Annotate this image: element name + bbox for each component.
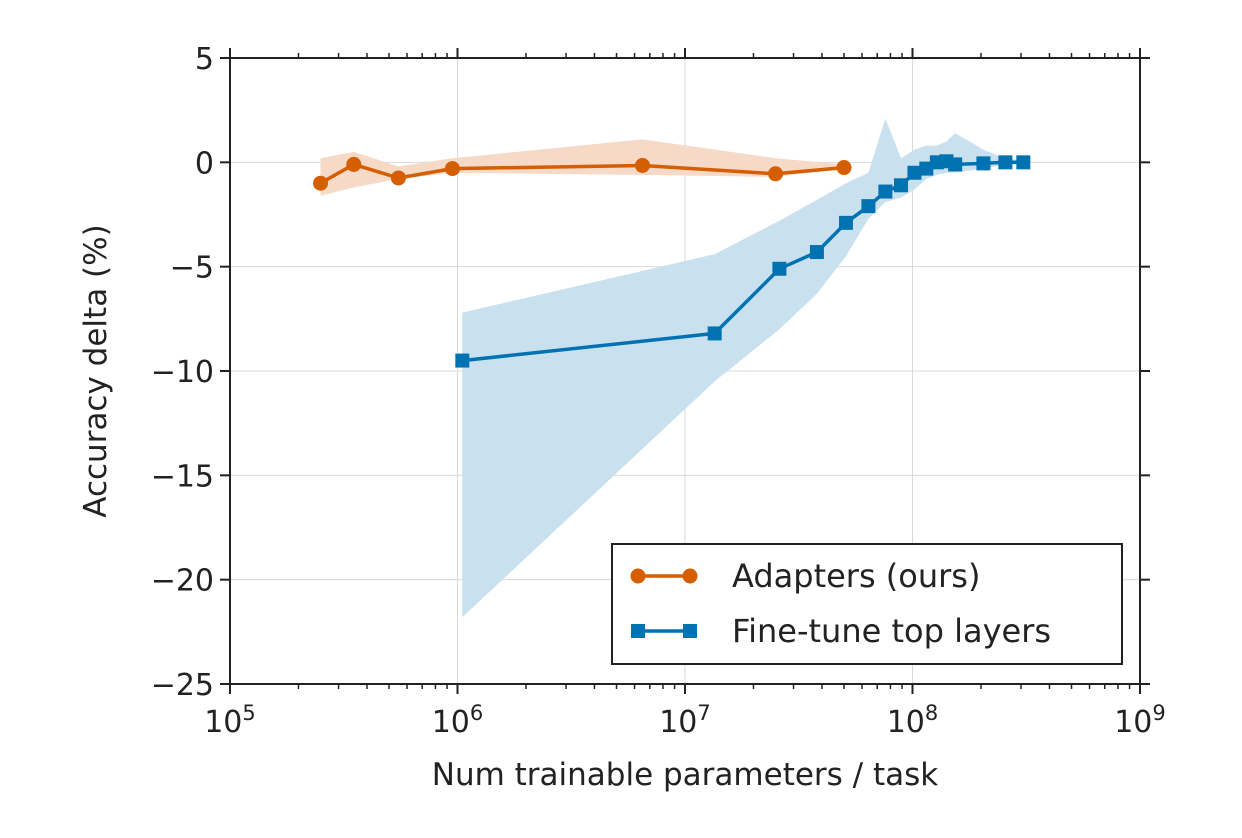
y-tick-label: −15 (151, 459, 214, 494)
legend-marker-0 (630, 568, 646, 584)
x-tick-base: 10 (1114, 705, 1152, 740)
x-tick-base: 10 (659, 705, 697, 740)
series-1-point (893, 178, 908, 193)
series-1-point (861, 199, 876, 214)
series-1-point (948, 157, 963, 172)
series-1-point (809, 245, 824, 260)
series-0-point (346, 156, 362, 172)
y-axis-label: Accuracy delta (%) (78, 224, 114, 517)
x-tick-base: 10 (432, 705, 470, 740)
x-tick-exponent: 6 (470, 701, 483, 725)
x-tick-base: 10 (887, 705, 925, 740)
x-tick-label: 106 (432, 701, 484, 740)
series-1-point (1016, 155, 1031, 170)
series-0-point (836, 160, 852, 176)
x-tick-exponent: 8 (925, 701, 938, 725)
y-tick-label: −20 (151, 564, 214, 599)
x-tick-label: 107 (659, 701, 711, 740)
legend: Adapters (ours) Fine-tune top layers (611, 543, 1123, 665)
series-1-point (919, 161, 934, 176)
legend-marker-1 (683, 624, 697, 638)
series-1-point (455, 353, 470, 368)
series-0-point (634, 157, 650, 173)
legend-marker-0 (682, 568, 698, 584)
series-0-point (444, 161, 460, 177)
x-tick-exponent: 9 (1152, 701, 1165, 725)
data-series (313, 154, 1031, 368)
x-tick-exponent: 7 (697, 701, 710, 725)
series-0-point (313, 175, 329, 191)
y-tick-label: 0 (195, 146, 214, 181)
y-tick-label: −5 (170, 251, 214, 286)
series-1-point (878, 184, 893, 199)
legend-box (611, 543, 1123, 665)
series-1-point (998, 155, 1013, 170)
x-tick-label: 109 (1114, 701, 1166, 740)
series-1-point (707, 326, 722, 341)
series-1-point (772, 261, 787, 276)
x-tick-label: 108 (887, 701, 939, 740)
x-axis-label: Num trainable parameters / task (432, 757, 939, 793)
legend-label-0: Adapters (ours) (732, 557, 980, 595)
y-tick-label: 5 (195, 42, 214, 77)
legend-marker-1 (631, 624, 645, 638)
legend-label-1: Fine-tune top layers (732, 612, 1051, 650)
series-0-point (768, 166, 784, 182)
series-1-band (462, 118, 1024, 618)
series-1-point (976, 156, 991, 171)
y-tick-label: −10 (151, 355, 214, 390)
series-1-point (838, 215, 853, 230)
x-tick-base: 10 (204, 705, 242, 740)
x-tick-exponent: 5 (242, 701, 255, 725)
series-1-point (907, 165, 922, 180)
series-0-point (390, 170, 406, 186)
y-tick-label: −25 (151, 668, 214, 703)
axis-labels: Num trainable parameters / task Accuracy… (78, 224, 938, 793)
x-tick-label: 105 (204, 701, 256, 740)
